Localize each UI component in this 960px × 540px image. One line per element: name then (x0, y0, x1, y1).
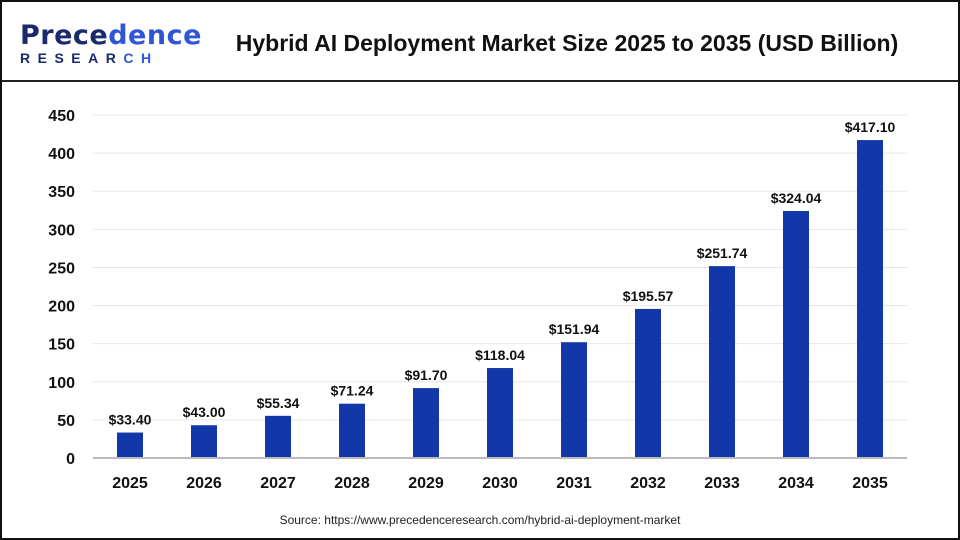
data-label: $324.04 (771, 190, 822, 206)
x-tick-label: 2029 (408, 475, 444, 492)
bar-2032 (635, 308, 661, 458)
source-text: Source: https://www.precedenceresearch.c… (279, 513, 681, 527)
bar-2033 (709, 266, 735, 458)
y-tick-label: 350 (48, 184, 75, 201)
x-tick-label: 2027 (260, 475, 296, 492)
data-label: $91.70 (405, 367, 448, 383)
data-label: $33.40 (109, 412, 152, 428)
x-tick-label: 2032 (630, 475, 666, 492)
data-label: $43.00 (183, 404, 226, 420)
bar-2027 (265, 415, 291, 458)
chart-title: Hybrid AI Deployment Market Size 2025 to… (235, 30, 899, 56)
precedence-research-logo: Precedence RESEARCH (20, 20, 202, 67)
x-tick-label: 2030 (482, 475, 518, 492)
x-tick-label: 2025 (112, 475, 148, 492)
bar-2025 (117, 432, 143, 458)
bar-2030 (487, 368, 513, 458)
y-tick-label: 400 (48, 146, 75, 163)
x-tick-label: 2034 (778, 475, 814, 492)
bar-2035 (857, 140, 883, 458)
y-tick-label: 150 (48, 337, 75, 354)
y-tick-label: 300 (48, 222, 75, 239)
x-tick-label: 2026 (186, 475, 222, 492)
x-tick-label: 2028 (334, 475, 370, 492)
x-tick-label: 2035 (852, 475, 888, 492)
data-label: $251.74 (697, 245, 748, 261)
y-tick-label: 50 (57, 413, 75, 430)
data-label: $55.34 (257, 395, 300, 411)
bar-2028 (339, 403, 365, 458)
bar-2029 (413, 388, 439, 458)
bar-2031 (561, 342, 587, 458)
data-label: $118.04 (475, 347, 525, 363)
data-label: $195.57 (623, 288, 674, 304)
y-tick-label: 250 (48, 260, 75, 277)
bar-2026 (191, 425, 217, 458)
header: Precedence RESEARCH Hybrid AI Deployment… (2, 2, 958, 82)
data-label: $417.10 (845, 119, 896, 135)
y-tick-label: 450 (48, 108, 75, 125)
y-tick-label: 100 (48, 375, 75, 392)
data-label: $71.24 (331, 383, 374, 399)
x-tick-label: 2031 (556, 475, 592, 492)
data-label: $151.94 (549, 321, 600, 337)
y-tick-label: 0 (66, 451, 75, 468)
x-tick-label: 2033 (704, 475, 740, 492)
y-tick-label: 200 (48, 299, 75, 316)
bar-2034 (783, 211, 809, 458)
